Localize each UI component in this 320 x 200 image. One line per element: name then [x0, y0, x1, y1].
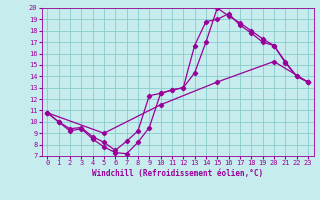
X-axis label: Windchill (Refroidissement éolien,°C): Windchill (Refroidissement éolien,°C) — [92, 169, 263, 178]
